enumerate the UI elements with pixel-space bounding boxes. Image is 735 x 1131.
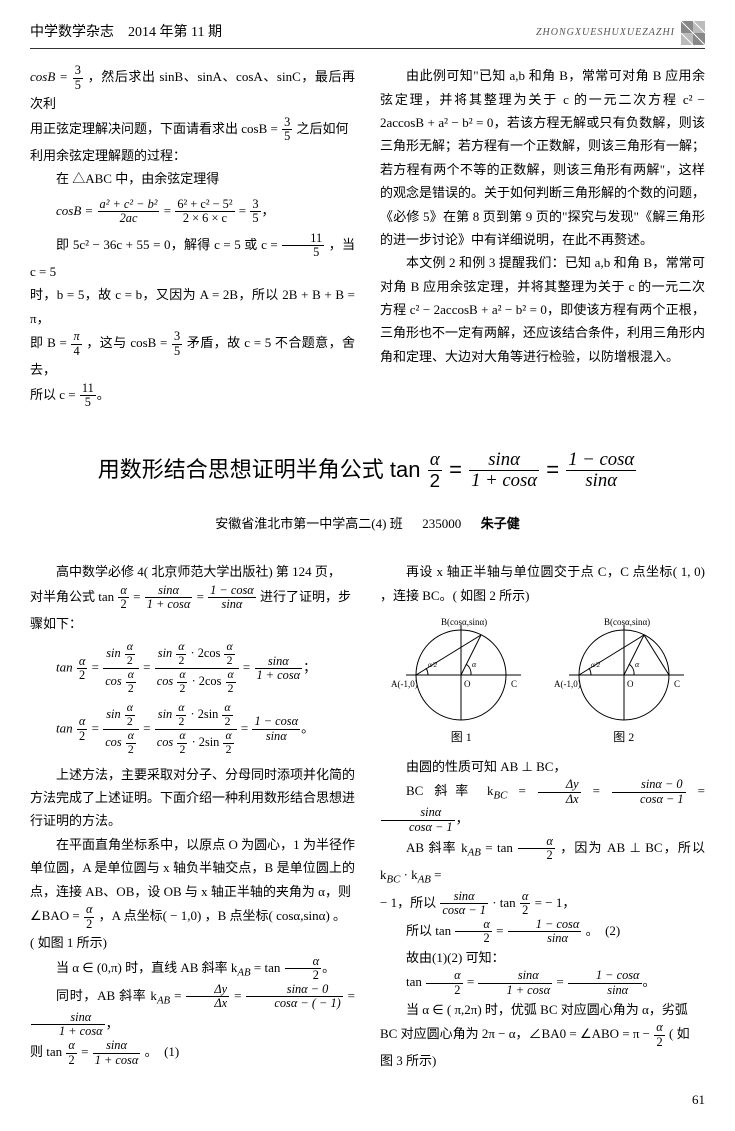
text-line: ∠BAO = α2 ，A 点坐标( − 1,0) ，B 点坐标( cosα,si… [30,903,355,931]
svg-text:α: α [635,660,640,669]
text-line: tan α2 = sinα1 + cosα = 1 − cosαsinα。 [380,969,705,997]
text-line: 图 3 所示) [380,1049,705,1072]
journal-name: 中学数学杂志 [30,25,114,40]
text-line: 当 α ∈ ( π,2π) 时，优弧 BC 对应圆心角为 α，劣弧 [380,998,705,1021]
text-line: 高中数学必修 4( 北京师范大学出版社) 第 124 页， [30,560,355,583]
text-line: − 1，所以 sinαcosα − 1 · tan α2 = − 1， [380,890,705,918]
svg-text:C: C [674,679,680,689]
header-pinyin: ZHONGXUESHUXUEZAZHI [536,24,675,42]
svg-text:α/2: α/2 [428,661,438,669]
text-line: 用正弦定理解决问题，下面请看求出 cosB = 35 之后如何 [30,116,355,144]
text-line: cosB = 35 ，然后求出 sinB、sinA、cosA、sinC，最后再次… [30,64,355,116]
upper-left-col: cosB = 35 ，然后求出 sinB、sinA、cosA、sinC，最后再次… [30,64,355,410]
text-line: BC 斜率 kBC = ΔyΔx = sinα − 0cosα − 1 = si… [380,778,705,834]
figures-row: B(cosα,sinα) A(-1,0) O C α α/2 B(cosα,si… [380,615,705,725]
svg-text:A(-1,0): A(-1,0) [391,679,418,689]
svg-text:α: α [472,660,477,669]
upper-right-col: 由此例可知"已知 a,b 和角 B，常常可对角 B 应用余弦定理，并将其整理为关… [380,64,705,410]
paragraph: 上述方法，主要采取对分子、分母同时添项并化简的方法完成了上述证明。下面介绍一种利… [30,763,355,833]
paragraph: 在平面直角坐标系中，以原点 O 为圆心，1 为半径作单位圆，A 是单位圆与 x … [30,833,355,903]
figure-2: B(cosα,sinα) A(-1,0) O C α α/2 [549,615,699,725]
page-header: 中学数学杂志 2014 年第 11 期 ZHONGXUESHUXUEZAZHI [30,20,705,49]
text-line: 则 tan α2 = sinα1 + cosα 。 (1) [30,1039,355,1067]
lower-left-col: 高中数学必修 4( 北京师范大学出版社) 第 124 页， 对半角公式 tan … [30,560,355,1072]
text-line: 故由(1)(2) 可知： [380,946,705,969]
svg-text:α/2: α/2 [591,661,601,669]
svg-text:O: O [464,679,471,689]
journal-title: 中学数学杂志 2014 年第 11 期 [30,20,222,45]
equation: cosB = a² + c² − b²2ac = 6² + c² − 5²2 ×… [56,197,355,226]
text-line: 由圆的性质可知 AB ⊥ BC， [380,755,705,778]
paragraph: 再设 x 轴正半轴与单位圆交于点 C，C 点坐标( 1, 0) ，连接 BC。(… [380,560,705,607]
article-title: 用数形结合思想证明半角公式 tan α2 = sinα1 + cosα = 1 … [30,450,705,492]
lower-right-col: 再设 x 轴正半轴与单位圆交于点 C，C 点坐标( 1, 0) ，连接 BC。(… [380,560,705,1072]
equation: tan α2 = sin α2 cos α2 = sin α2 · 2cos α… [56,641,355,696]
text-line: 当 α ∈ (0,π) 时，直线 AB 斜率 kAB = tan α2。 [30,955,355,983]
logo-icon [681,21,705,45]
svg-text:C: C [511,679,517,689]
text-line: 对半角公式 tan α2 = sinα1 + cosα = 1 − cosαsi… [30,584,355,612]
page-number: 61 [30,1088,705,1111]
text-line: ( 如图 1 所示) [30,931,355,954]
svg-text:B(cosα,sinα): B(cosα,sinα) [604,617,650,627]
equation: tan α2 = sin α2 cos α2 = sin α2 · 2sin α… [56,702,355,757]
text-line: AB 斜率 kAB = tan α2 ，因为 AB ⊥ BC，所以 kBC · … [380,835,705,890]
figure-labels: 图 1 图 2 [380,727,705,749]
text-line: 即 5c² − 36c + 55 = 0，解得 c = 5 或 c = 115 … [30,232,355,284]
svg-text:O: O [627,679,634,689]
paragraph: 由此例可知"已知 a,b 和角 B，常常可对角 B 应用余弦定理，并将其整理为关… [380,64,705,251]
text-line: 同时，AB 斜率 kAB = ΔyΔx = sinα − 0cosα − ( −… [30,983,355,1039]
text-line: 利用余弦定理解题的过程： [30,144,355,167]
text-line: BC 对应圆心角为 2π − α，∠BA0 = ∠ABO = π − α2 ( … [380,1021,705,1049]
text-line: 时，b = 5，故 c = b，又因为 A = 2B，所以 2B + B + B… [30,283,355,330]
figure-1: B(cosα,sinα) A(-1,0) O C α α/2 [386,615,536,725]
author-line: 安徽省淮北市第一中学高二(4) 班 235000 朱子健 [30,512,705,535]
issue: 2014 年第 11 期 [128,25,222,40]
svg-text:A(-1,0): A(-1,0) [554,679,581,689]
text-line: 骤如下： [30,612,355,635]
text-line: 即 B = π4 ，这与 cosB = 35 矛盾，故 c = 5 不合题意，舍… [30,330,355,382]
text-line: 所以 c = 115。 [30,382,355,410]
lower-section: 高中数学必修 4( 北京师范大学出版社) 第 124 页， 对半角公式 tan … [30,560,705,1072]
svg-text:B(cosα,sinα): B(cosα,sinα) [441,617,487,627]
upper-section: cosB = 35 ，然后求出 sinB、sinA、cosA、sinC，最后再次… [30,64,705,410]
paragraph: 本文例 2 和例 3 提醒我们：已知 a,b 和角 B，常常可对角 B 应用余弦… [380,251,705,368]
text-line: 在 △ABC 中，由余弦定理得 [30,167,355,190]
text-line: 所以 tan α2 = 1 − cosαsinα 。 (2) [380,918,705,946]
